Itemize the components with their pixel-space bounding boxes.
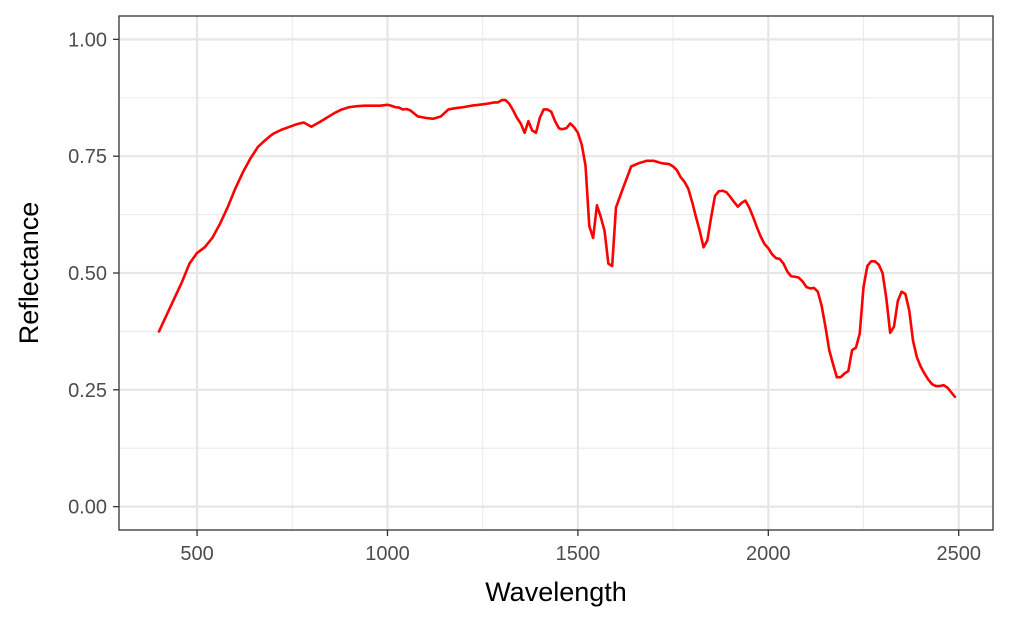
x-axis-title: Wavelength: [485, 577, 627, 607]
y-tick-label: 0.00: [68, 497, 107, 519]
x-tick-label: 1000: [365, 543, 410, 565]
x-tick-label: 2500: [936, 543, 981, 565]
y-tick-label: 0.25: [68, 380, 107, 402]
x-tick-label: 2000: [746, 543, 791, 565]
grid-major: [119, 16, 993, 530]
y-tick-label: 1.00: [68, 29, 107, 51]
x-axis: 500 1000 1500 2000 2500: [180, 530, 981, 565]
y-tick-label: 0.50: [68, 263, 107, 285]
y-tick-label: 0.75: [68, 146, 107, 168]
x-tick-label: 500: [180, 543, 213, 565]
x-tick-label: 1500: [556, 543, 601, 565]
y-axis: 0.00 0.25 0.50 0.75 1.00: [68, 29, 119, 519]
reflectance-line: [157, 98, 957, 399]
y-axis-title: Reflectance: [14, 202, 44, 345]
